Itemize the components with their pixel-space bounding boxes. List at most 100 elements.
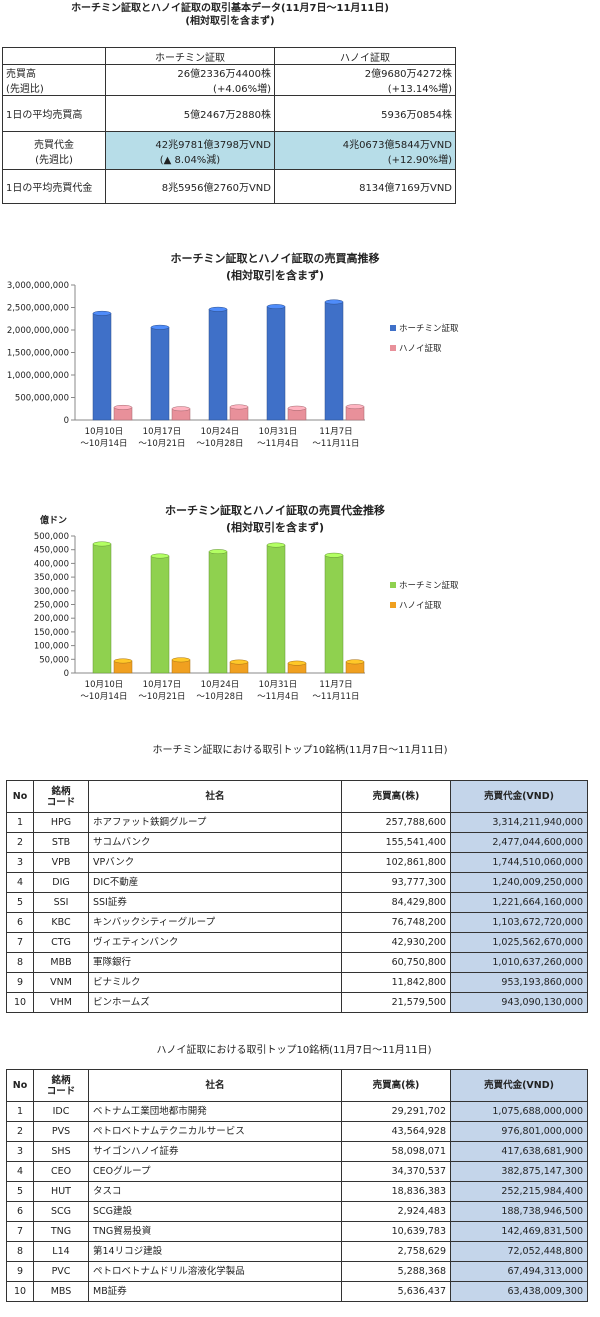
row-no: 2 (6, 1121, 34, 1142)
row-volume: 257,788,600 (341, 812, 451, 833)
row-value: 1,025,562,670,000 (450, 932, 588, 953)
hose-change: (▲ 8.04%減) (159, 154, 221, 166)
row-label-main: 売買高 (6, 69, 36, 80)
summary-col-hose: ホーチミン証取 (105, 47, 275, 65)
table-row: 7 CTG ヴィエティンバンク 42,930,200 1,025,562,670,000 (6, 932, 588, 953)
hnx-value: 2億9680万4272株 (364, 69, 452, 80)
row-volume: 102,861,800 (341, 852, 451, 873)
x-tick-label: 〜11月11日 (312, 692, 359, 702)
y-tick-label: 300,000 (34, 587, 69, 597)
row-code: L14 (33, 1241, 89, 1262)
summary-row-avg-value: 1日の平均売買代金 8兆5956億2760万VND 8134億7169万VND (2, 169, 456, 204)
summary-table: ホーチミン証取 ハノイ証取 売買高 (先週比) 26億2336万4400株 (+… (2, 47, 456, 204)
row-company: TNG貿易投資 (88, 1221, 342, 1242)
row-company: VPバンク (88, 852, 342, 873)
x-tick-label: 〜10月21日 (138, 692, 185, 702)
summary-hnx-cell: 4兆0673億5844万VND (+12.90%増) (274, 131, 456, 170)
row-value: 976,801,000,000 (450, 1121, 588, 1142)
y-tick-label: 500,000,000 (15, 394, 69, 404)
table-row: 9 PVC ペトロベトナムドリル溶液化学製品 5,288,368 67,494,313,… (6, 1261, 588, 1282)
row-value: 1,103,672,720,000 (450, 912, 588, 933)
row-value: 1,075,688,000,000 (450, 1101, 588, 1122)
row-no: 4 (6, 1161, 34, 1182)
row-value: 1,240,009,250,000 (450, 872, 588, 893)
x-tick-label: 〜11月11日 (312, 439, 359, 449)
bar (92, 313, 112, 421)
col-no: No (6, 780, 34, 813)
x-tick-label: 10月24日 (201, 680, 240, 690)
row-company: 第14リコジ建設 (88, 1241, 342, 1262)
row-company: ビナミルク (88, 972, 342, 993)
summary-row-label: 売買代金 (先週比) (2, 131, 106, 170)
row-company: ペトロベトナムテクニカルサービス (88, 1121, 342, 1142)
row-no: 5 (6, 1181, 34, 1202)
legend-label: ハノイ証取 (399, 343, 442, 354)
col-code-line1: 銘柄 (51, 1074, 71, 1086)
bar-top (113, 404, 133, 410)
row-value: 1,010,637,260,000 (450, 952, 588, 973)
chart1-title: ホーチミン証取とハノイ証取の売買高推移 (170, 252, 380, 265)
y-tick-label: 0 (64, 669, 69, 679)
hnx-change: (+13.14%増) (387, 84, 452, 95)
bar-top (92, 541, 112, 547)
summary-hose-cell: 5億2467万2880株 (105, 95, 275, 132)
row-no: 7 (6, 932, 34, 953)
row-code: MBS (33, 1281, 89, 1302)
row-company: MB証券 (88, 1281, 342, 1302)
x-tick-label: 10月24日 (201, 427, 240, 437)
row-code: DIG (33, 872, 89, 893)
row-volume: 60,750,800 (341, 952, 451, 973)
bar-top (150, 553, 170, 559)
table-row: 6 KBC キンバックシティーグループ 76,748,200 1,103,672,720… (6, 912, 588, 933)
hnx-value: 4兆0673億5844万VND (342, 139, 452, 151)
table-row: 4 DIG DIC不動産 93,777,300 1,240,009,250,000 (6, 872, 588, 893)
row-company: タスコ (88, 1181, 342, 1202)
col-company: 社名 (88, 780, 342, 813)
row-company: SSI証券 (88, 892, 342, 913)
x-tick-label: 10月31日 (259, 680, 298, 690)
x-tick-label: 〜10月21日 (138, 439, 185, 449)
bar-top (324, 299, 344, 305)
y-tick-label: 350,000 (34, 573, 69, 583)
bar-top (266, 542, 286, 548)
hose-top10-table: No 銘柄 コード 社名 売買高(株) 売買代金(VND) 1 HPG ホアファット… (6, 780, 588, 1013)
y-tick-label: 3,000,000,000 (7, 281, 69, 291)
table-row: 3 VPB VPバンク 102,861,800 1,744,510,060,000 (6, 852, 588, 873)
value-chart: 0 50,000 100,000 150,000 200,000 250,000 300,0… (34, 514, 459, 702)
row-volume: 58,098,071 (341, 1141, 451, 1162)
row-value: 142,469,831,500 (450, 1221, 588, 1242)
y-tick-label: 50,000 (39, 655, 69, 665)
report-title: ホーチミン証取とハノイ証取の取引基本データ(11月7日〜11月11日) (71, 3, 389, 14)
row-no: 10 (6, 1281, 34, 1302)
row-volume: 43,564,928 (341, 1121, 451, 1142)
col-value: 売買代金(VND) (450, 780, 588, 813)
col-code-line2: コード (46, 796, 76, 808)
row-code: VPB (33, 852, 89, 873)
x-tick-label: 〜10月28日 (196, 692, 243, 702)
summary-header-row: ホーチミン証取 ハノイ証取 (2, 47, 456, 65)
row-value: 953,193,860,000 (450, 972, 588, 993)
row-value: 3,314,211,940,000 (450, 812, 588, 833)
row-value: 417,638,681,900 (450, 1141, 588, 1162)
col-value: 売買代金(VND) (450, 1069, 588, 1102)
col-code: 銘柄 コード (33, 780, 89, 813)
legend-swatch (390, 602, 396, 608)
x-tick-label: 〜11月4日 (257, 692, 299, 702)
row-company: サイゴンハノイ証券 (88, 1141, 342, 1162)
bar-top (287, 660, 307, 666)
bar-top (171, 657, 191, 663)
row-company: ペトロベトナムドリル溶液化学製品 (88, 1261, 342, 1282)
summary-corner-cell (2, 47, 106, 65)
bar (150, 327, 170, 421)
report-subtitle: (相対取引を含まず) (185, 16, 275, 27)
y-tick-label: 100,000 (34, 642, 69, 652)
row-label-sub: (先週比) (35, 154, 73, 166)
row-code: VNM (33, 972, 89, 993)
table-row: 5 HUT タスコ 18,836,383 252,215,984,400 (6, 1181, 588, 1202)
col-volume: 売買高(株) (341, 780, 451, 813)
row-no: 6 (6, 1201, 34, 1222)
row-volume: 5,636,437 (341, 1281, 451, 1302)
row-value: 72,052,448,800 (450, 1241, 588, 1262)
bar (324, 301, 344, 421)
row-code: CTG (33, 932, 89, 953)
